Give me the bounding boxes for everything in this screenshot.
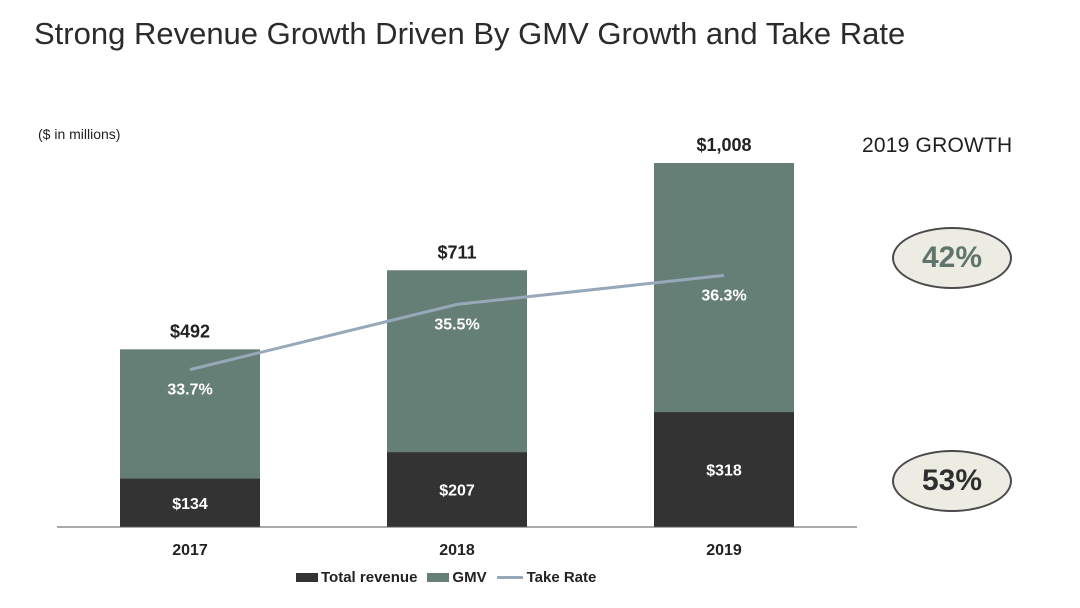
chart-legend: Total revenue GMV Take Rate	[296, 569, 606, 586]
legend-item-gmv: GMV	[427, 569, 487, 586]
growth-heading: 2019 GROWTH	[862, 134, 1013, 157]
gmv-value-label-2017: $492	[170, 321, 210, 341]
legend-label-take-rate: Take Rate	[526, 569, 597, 586]
revenue-growth-badge: 53%	[892, 450, 1012, 512]
revenue-bar-2017	[120, 478, 260, 527]
gmv-growth-badge: 42%	[892, 227, 1012, 289]
legend-item-take-rate: Take Rate	[496, 569, 597, 586]
gmv-value-label-2018: $711	[437, 242, 476, 262]
units-note: ($ in millions)	[38, 126, 121, 142]
legend-label-revenue: Total revenue	[321, 569, 418, 586]
take-rate-label-2019: 36.3%	[701, 287, 746, 304]
gmv-value-label-2019: $1,008	[696, 135, 751, 155]
x-tick-label-2017: 2017	[172, 542, 208, 559]
page-title: Strong Revenue Growth Driven By GMV Grow…	[34, 16, 906, 51]
revenue-value-label-2017: $134	[172, 496, 208, 513]
revenue-bar-2018	[387, 452, 527, 527]
take-rate-label-2018: 35.5%	[434, 316, 479, 333]
revenue-value-label-2018: $207	[439, 483, 475, 500]
legend-swatch-take-rate	[496, 576, 523, 579]
x-tick-label-2018: 2018	[439, 542, 475, 559]
revenue-value-label-2019: $318	[706, 463, 742, 480]
x-tick-label-2019: 2019	[706, 542, 742, 559]
legend-swatch-gmv	[427, 573, 450, 582]
legend-item-revenue: Total revenue	[296, 569, 417, 586]
revenue-bar-2019	[654, 412, 794, 527]
take-rate-label-2017: 33.7%	[167, 382, 212, 399]
take-rate-line	[189, 273, 725, 372]
legend-swatch-revenue	[296, 573, 318, 582]
legend-label-gmv: GMV	[452, 569, 487, 586]
